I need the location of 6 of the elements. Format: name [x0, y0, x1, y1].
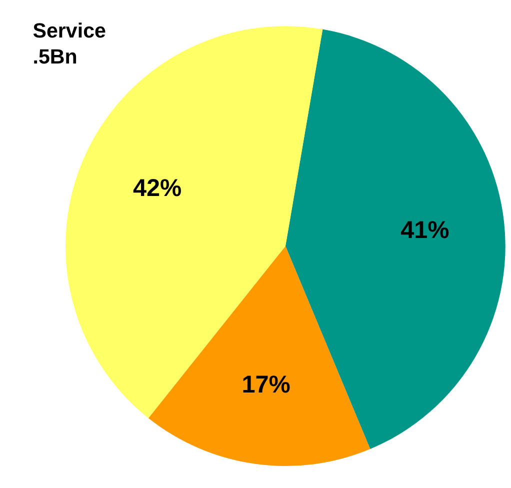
- text: Service: [32, 19, 106, 42]
- data-label: 42%: [132, 175, 182, 202]
- text: .5Bn: [32, 46, 78, 69]
- data-label: 41%: [400, 216, 450, 244]
- data-label: 17%: [242, 372, 290, 399]
- pie-slice: [148, 246, 370, 466]
